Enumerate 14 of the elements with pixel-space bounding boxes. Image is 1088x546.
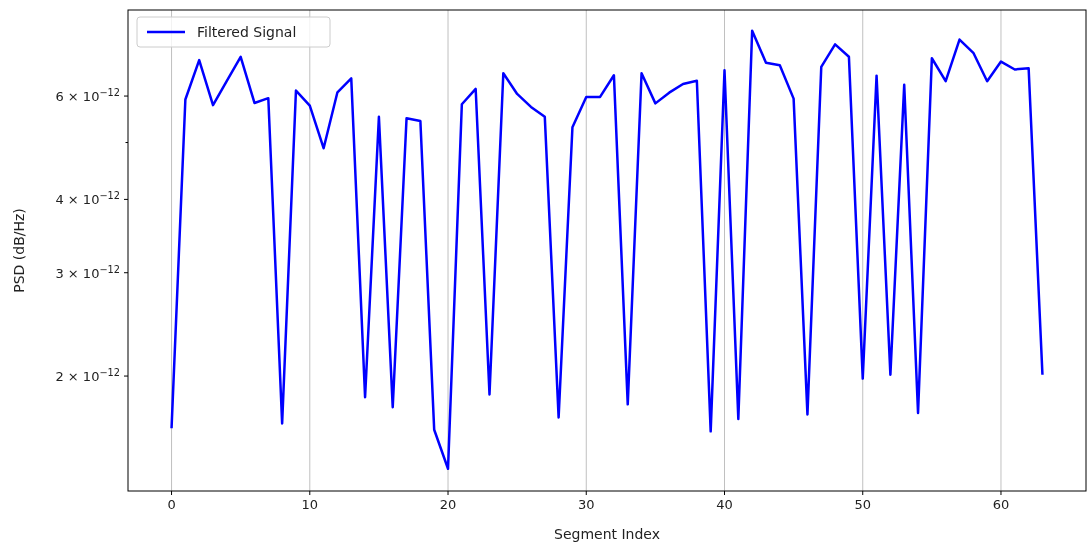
x-tick-label: 20 [439, 497, 457, 512]
x-tick-label: 50 [854, 497, 872, 512]
y-tick-label: 6 × 10$^{−12}$ [55, 86, 120, 105]
x-tick-label: 60 [992, 497, 1010, 512]
y-tick-label: 3 × 10$^{−12}$ [55, 263, 120, 281]
x-tick-label: 30 [577, 497, 595, 512]
x-axis-title: Segment Index [554, 526, 660, 542]
y-tick-label: 4 × 10$^{−12}$ [55, 189, 120, 208]
x-tick-label: 0 [167, 497, 176, 512]
x-tick-label: 40 [716, 497, 733, 512]
y-tick-label: 2 × 10$^{−12}$ [55, 366, 120, 385]
legend-label: Filtered Signal [197, 24, 297, 40]
y-axis-title: PSD (dB/Hz) [11, 208, 27, 293]
x-tick-label: 10 [301, 497, 319, 512]
